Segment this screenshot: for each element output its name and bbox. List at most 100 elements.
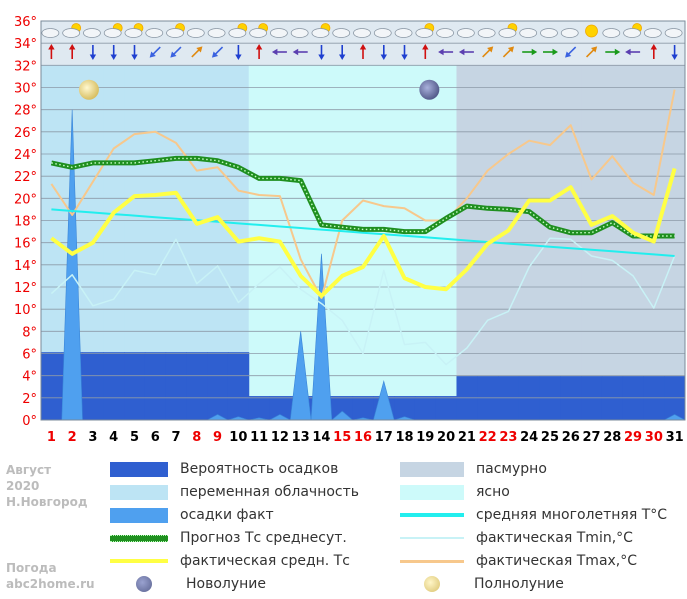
legend-full-moon: Полнолуние xyxy=(404,573,564,595)
day-tick-label: 22 xyxy=(479,430,497,445)
day-tick-label: 25 xyxy=(541,430,559,445)
legend-precip-actual: осадки факт xyxy=(110,504,274,526)
swatch-clear xyxy=(400,484,464,500)
legend-overcast: пасмурно xyxy=(400,458,547,480)
day-tick-label: 1 xyxy=(47,430,56,445)
day-tick-label: 2 xyxy=(68,430,77,445)
day-tick-label: 16 xyxy=(354,430,372,445)
cloud-icon xyxy=(311,28,330,38)
wind-arrow-icon xyxy=(69,44,76,59)
series-line-actual_tmin xyxy=(50,237,676,366)
cloud-icon xyxy=(540,28,558,38)
precip-prob-bar-7 xyxy=(165,352,187,420)
wind-arrow-icon xyxy=(422,44,429,59)
y-tick-label: 10° xyxy=(14,303,37,318)
cloud-icon xyxy=(332,28,351,38)
legend-label: фактическая средн. Тс xyxy=(180,553,350,569)
wind-arrow-icon xyxy=(359,44,367,59)
wind-arrow-icon xyxy=(438,48,454,56)
swatch-actual-avg xyxy=(110,559,168,563)
info-block: Август 2020 Н.Новгород xyxy=(6,462,88,510)
y-tick-label: 12° xyxy=(14,281,37,296)
day-tick-label: 10 xyxy=(229,430,247,445)
wind-arrow-icon xyxy=(149,46,161,58)
cloud-icon xyxy=(560,28,579,38)
day-tick-label: 29 xyxy=(624,430,642,445)
y-tick-label: 34° xyxy=(14,37,37,52)
series-line-avg_multiyear xyxy=(51,208,675,257)
day-tick-label: 30 xyxy=(645,430,663,445)
cloud-icon xyxy=(249,28,268,38)
legend-label: пасмурно xyxy=(476,461,547,477)
wind-arrow-icon xyxy=(292,48,308,56)
cloud-icon xyxy=(415,28,434,38)
wind-arrow-icon xyxy=(235,45,242,60)
swatch-forecast-avg xyxy=(110,534,168,542)
wind-arrow-icon xyxy=(131,45,138,60)
legend-label: Полнолуние xyxy=(474,576,564,592)
y-tick-label: 8° xyxy=(22,325,37,340)
cloud-icon xyxy=(602,28,621,38)
full-moon-icon xyxy=(78,79,99,100)
precip-prob-bar-1 xyxy=(41,352,63,420)
new-moon-icon xyxy=(419,79,440,100)
legend: Вероятность осадков пасмурно переменная … xyxy=(0,455,687,599)
series-line-actual_avg xyxy=(50,167,677,298)
precip-prob-bar-8 xyxy=(186,352,208,420)
precip-prob-bar-4 xyxy=(103,352,125,420)
legend-actual-avg: фактическая средн. Тс xyxy=(110,550,350,572)
wind-arrow-icon xyxy=(502,46,515,58)
legend-label: осадки факт xyxy=(180,507,274,523)
site-line2: abc2home.ru xyxy=(6,577,95,591)
y-tick-label: 30° xyxy=(14,82,37,97)
precip-prob-bar-20 xyxy=(435,396,457,420)
y-tick-label: 6° xyxy=(22,348,37,363)
info-year: 2020 xyxy=(6,479,40,493)
day-tick-label: 17 xyxy=(375,430,393,445)
legend-label: переменная облачность xyxy=(180,484,360,500)
day-tick-label: 20 xyxy=(437,430,455,445)
wind-arrow-icon xyxy=(543,48,558,56)
day-tick-label: 19 xyxy=(416,430,434,445)
swatch-actual-tmin xyxy=(400,537,464,539)
cloud-icon xyxy=(166,28,184,38)
cloud-icon xyxy=(394,28,413,38)
cloud-icon xyxy=(83,28,101,38)
cloud-icon xyxy=(41,28,60,38)
wind-arrow-icon xyxy=(482,46,494,58)
wind-arrow-icon xyxy=(255,44,263,59)
day-tick-label: 13 xyxy=(292,430,310,445)
precip-prob-bar-6 xyxy=(144,352,167,420)
day-tick-label: 7 xyxy=(172,430,181,445)
precip-prob-bar-3 xyxy=(82,352,104,420)
precip-prob-bar-15 xyxy=(331,396,354,420)
legend-actual-tmax: фактическая Tmax,°C xyxy=(400,550,637,572)
day-tick-label: 11 xyxy=(250,430,268,445)
cloud-icon xyxy=(62,28,81,38)
wind-arrow-icon xyxy=(170,46,182,58)
wind-arrow-icon xyxy=(191,46,203,58)
legend-precip-probability: Вероятность осадков xyxy=(110,458,338,480)
weather-chart: 0° 2° 4° 6° 8° 10° 12° 14° 16° 18° 20° 22° 24° 26° 28°… xyxy=(14,15,686,445)
full-moon-icon xyxy=(424,576,440,592)
cloud-icon xyxy=(373,28,392,38)
precip-prob-bar-5 xyxy=(124,352,146,420)
cloud-icon xyxy=(124,28,143,38)
day-tick-label: 18 xyxy=(396,430,414,445)
legend-label: фактическая Tmin,°C xyxy=(476,530,633,546)
day-tick-label: 27 xyxy=(582,430,600,445)
legend-new-moon: Новолуние xyxy=(116,573,266,595)
y-tick-label: 32° xyxy=(14,59,37,74)
cloud-icon xyxy=(456,28,475,38)
y-tick-label: 4° xyxy=(22,370,37,385)
y-tick-label: 14° xyxy=(14,259,37,274)
day-tick-label: 23 xyxy=(499,430,517,445)
wind-arrow-icon xyxy=(339,45,346,60)
wind-arrow-icon xyxy=(271,48,287,56)
cloud-icon xyxy=(477,28,496,38)
plot-border xyxy=(40,20,686,421)
wind-arrow-icon xyxy=(605,48,621,56)
precip-prob-bar-19 xyxy=(414,396,437,420)
y-tick-label: 24° xyxy=(14,148,37,163)
swatch-precip-actual xyxy=(110,507,168,523)
